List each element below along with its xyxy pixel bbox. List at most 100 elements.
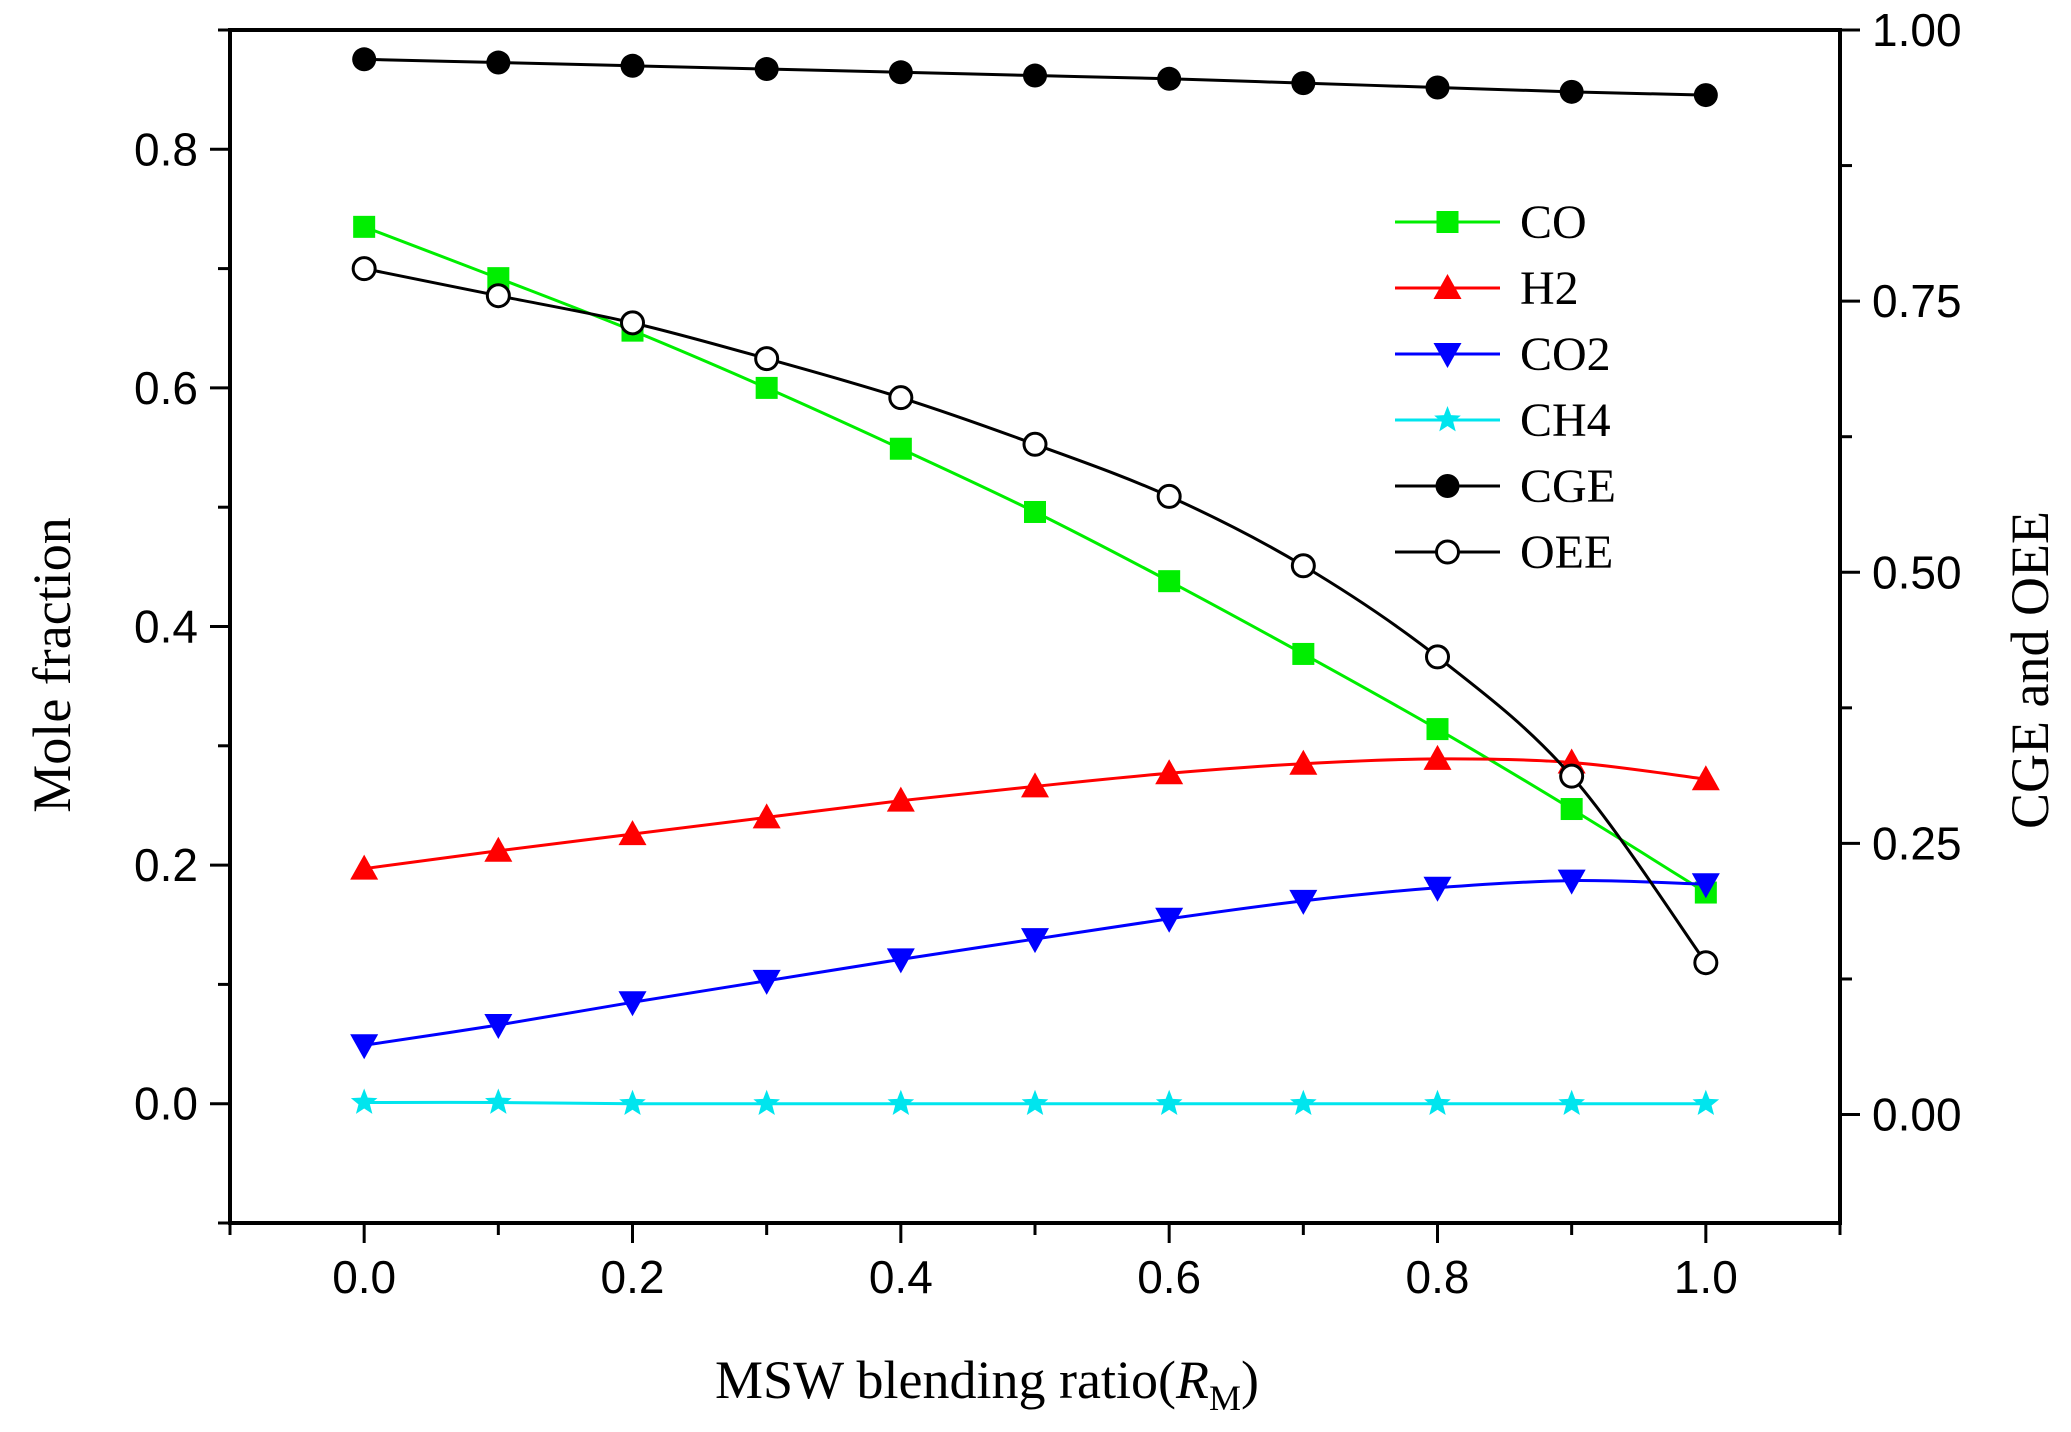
series-ch4: [350, 1088, 1720, 1116]
series-co2: [350, 869, 1720, 1060]
data-point-cge: [486, 50, 511, 75]
data-point-co: [1426, 718, 1449, 741]
data-point-ch4: [350, 1088, 378, 1114]
legend: CO H2 CO2 CH4 CGE OEE: [1395, 196, 1616, 579]
data-point-ch4: [1558, 1089, 1585, 1116]
x-axis-title-main: MSW blending ratio(: [715, 1350, 1176, 1410]
data-point-oee: [620, 310, 645, 336]
y2-tick-label: 0.00: [1872, 1089, 1962, 1141]
y-tick-label: 0.2: [134, 839, 198, 891]
data-point-oee: [351, 256, 377, 282]
data-point-co: [353, 215, 376, 238]
y-axis-left: 0.0 0.2 0.4 0.6 0.8: [134, 28, 230, 1225]
x-axis-title-symbol: R: [1175, 1350, 1209, 1410]
data-point-co: [889, 437, 912, 460]
data-point-ch4: [1155, 1089, 1183, 1116]
legend-marker-h2: [1433, 274, 1462, 299]
y-tick-label: 0.6: [134, 362, 198, 414]
y2-tick-label: 0.50: [1872, 546, 1962, 598]
legend-marker-cge: [1435, 474, 1460, 498]
data-point-cge: [620, 53, 645, 78]
y2-tick-label: 0.75: [1872, 275, 1962, 327]
x-tick-label: 1.0: [1674, 1251, 1738, 1303]
data-point-co2: [350, 1034, 379, 1060]
series-h2: [350, 744, 1720, 880]
data-point-ch4: [887, 1089, 915, 1116]
data-point-oee: [1693, 950, 1719, 976]
data-point-co2: [752, 969, 781, 995]
x-axis-title-close: ): [1241, 1350, 1259, 1410]
data-point-ch4: [1290, 1089, 1317, 1116]
y-axis-title: Mole fraction: [22, 517, 82, 812]
x-tick-label: 0.8: [1406, 1251, 1470, 1303]
y-axis-right: 0.00 0.25 0.50 0.75 1.00: [1840, 4, 1962, 1141]
data-point-h2: [618, 820, 647, 846]
x-axis-title: MSW blending ratio(RM): [715, 1350, 1259, 1418]
x-axis-title-subscript: M: [1209, 1378, 1241, 1418]
data-point-h2: [1289, 749, 1318, 775]
legend-item-co2: CO2: [1395, 328, 1611, 381]
series-oee: [351, 256, 1719, 976]
y2-axis-title: CGE and OEE: [2000, 511, 2060, 829]
data-point-cge: [1559, 79, 1584, 104]
data-point-ch4: [1021, 1089, 1049, 1116]
data-point-h2: [484, 836, 513, 862]
plot-frame: [228, 28, 1842, 1225]
data-point-co: [1158, 570, 1181, 593]
data-point-co2: [1021, 928, 1049, 954]
data-point-co: [1560, 798, 1583, 821]
data-point-co2: [1155, 907, 1184, 933]
data-point-cge: [1157, 66, 1182, 91]
legend-marker-co: [1436, 211, 1459, 233]
x-tick-label: 0.4: [869, 1251, 933, 1303]
series-co: [353, 215, 1717, 904]
legend-label-co2: CO2: [1520, 328, 1611, 381]
data-point-ch4: [1692, 1089, 1720, 1116]
data-point-ch4: [1424, 1089, 1451, 1116]
y2-tick-label: 1.00: [1872, 4, 1962, 56]
data-point-cge: [352, 47, 377, 72]
legend-item-co: CO: [1395, 196, 1587, 249]
data-point-h2: [752, 803, 781, 829]
legend-item-cge: CGE: [1395, 460, 1616, 513]
legend-label-ch4: CH4: [1520, 394, 1611, 447]
legend-marker-oee: [1435, 539, 1460, 565]
data-point-co2: [1423, 876, 1452, 902]
legend-label-co: CO: [1520, 196, 1587, 249]
data-point-cge: [1023, 63, 1047, 88]
data-point-h2: [1021, 772, 1049, 798]
data-point-h2: [1423, 744, 1452, 770]
data-point-h2: [1691, 765, 1720, 791]
data-point-ch4: [619, 1089, 646, 1116]
series-layer: [350, 47, 1720, 1116]
series-line-oee: [363, 267, 1708, 964]
data-point-oee: [888, 385, 914, 411]
data-point-co2: [1289, 889, 1318, 915]
data-point-oee: [1559, 763, 1585, 789]
legend-item-h2: H2: [1395, 262, 1579, 315]
data-point-h2: [350, 854, 379, 880]
data-point-cge: [754, 57, 779, 82]
data-point-oee: [485, 283, 511, 309]
data-point-cge: [888, 60, 913, 85]
data-point-co2: [618, 991, 647, 1017]
data-point-oee: [754, 346, 780, 372]
data-point-oee: [1425, 644, 1450, 670]
data-point-cge: [1693, 83, 1718, 108]
x-tick-label: 0.6: [1137, 1251, 1201, 1303]
data-point-ch4: [485, 1088, 512, 1114]
data-point-ch4: [753, 1089, 780, 1116]
data-point-co2: [886, 948, 915, 974]
x-tick-label: 0.0: [332, 1251, 396, 1303]
legend-item-oee: OEE: [1395, 526, 1613, 579]
series-cge: [352, 47, 1718, 108]
data-point-co2: [1557, 869, 1586, 895]
legend-label-h2: H2: [1520, 262, 1579, 315]
data-point-co: [755, 376, 778, 399]
data-point-h2: [886, 786, 915, 812]
data-point-co: [1292, 642, 1315, 665]
legend-item-ch4: CH4: [1395, 394, 1611, 447]
x-tick-label: 0.2: [601, 1251, 665, 1303]
legend-marker-ch4: [1434, 406, 1461, 432]
